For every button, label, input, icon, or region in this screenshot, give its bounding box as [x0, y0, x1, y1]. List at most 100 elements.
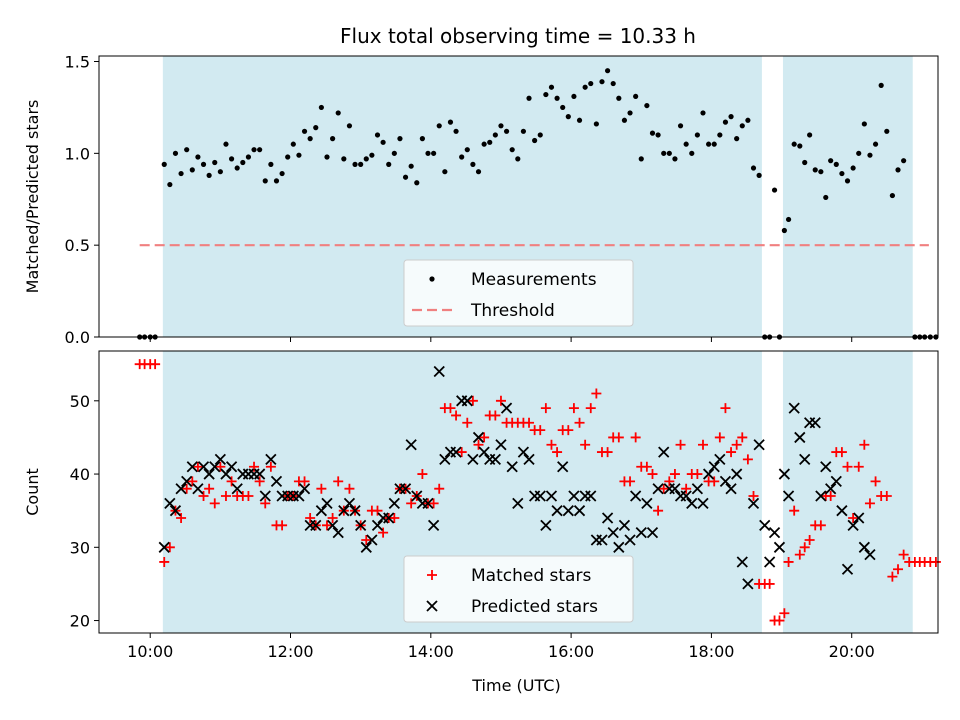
matched-star-point [305, 513, 316, 524]
measurement-point [223, 141, 229, 147]
legend: Matched stars Predicted stars [403, 555, 634, 623]
matched-star-point [625, 476, 636, 487]
predicted-star-point [231, 483, 243, 495]
matched-star-point [783, 556, 794, 567]
matched-star-point [881, 491, 892, 502]
measurement-point [532, 137, 538, 144]
matched-star-point [709, 476, 720, 487]
predicted-star-point [736, 556, 748, 568]
predicted-star-point [669, 483, 681, 495]
measurement-point [481, 141, 487, 147]
predicted-star-point [158, 541, 170, 553]
measurement-point [425, 150, 431, 156]
matched-star-point [737, 432, 748, 443]
predicted-star-point [512, 497, 524, 509]
measurement-point [172, 150, 179, 156]
measurement-point [812, 167, 818, 173]
x-tick-label: 12:00 [267, 642, 313, 661]
measurement-point [459, 154, 465, 160]
predicted-star-point [461, 395, 473, 407]
measurement-point [330, 136, 336, 142]
predicted-star-point [768, 527, 781, 539]
measurement-point [408, 163, 414, 169]
axes-frame [98, 55, 939, 338]
matched-star-point [428, 498, 439, 509]
measurement-point [828, 158, 834, 164]
predicted-stars-series [158, 365, 876, 590]
predicted-star-point [175, 483, 187, 495]
measurement-point [884, 128, 890, 134]
measurement-point [475, 169, 482, 175]
measurement-point [257, 147, 263, 153]
predicted-star-point [788, 402, 800, 414]
measurement-point [895, 167, 901, 173]
matched-star-point [243, 491, 254, 502]
measurement-point [593, 121, 599, 127]
predicted-star-point [349, 505, 361, 517]
matched-star-point [893, 564, 904, 575]
measurement-point [380, 139, 386, 145]
measurement-point [756, 172, 762, 178]
predicted-star-point [658, 446, 670, 458]
measurement-point [543, 91, 549, 98]
matched-star-point [669, 469, 680, 480]
measurement-point [565, 114, 571, 120]
predicted-star-point [181, 475, 193, 488]
matched-star-point [697, 439, 708, 450]
predicted-star-point [540, 519, 552, 531]
predicted-star-point [725, 483, 737, 495]
predicted-star-point [747, 497, 760, 509]
matched-star-point [524, 417, 535, 428]
measurement-point [700, 110, 706, 116]
measurement-point [689, 150, 695, 156]
measurement-point [251, 147, 257, 153]
predicted-star-point [601, 512, 614, 524]
predicted-star-point [742, 578, 754, 590]
matched-star-point [204, 483, 215, 494]
predicted-star-point [820, 461, 832, 473]
predicted-star-point [624, 534, 636, 546]
measurement-point [638, 156, 644, 162]
measurement-point [627, 110, 633, 116]
predicted-star-point [836, 505, 848, 517]
measurement-point [711, 141, 717, 147]
matched-star-point [277, 520, 288, 531]
predicted-star-point [366, 534, 378, 546]
measurement-point [217, 169, 223, 175]
predicted-star-point [573, 505, 586, 517]
predicted-star-point [315, 505, 328, 517]
measurement-point [503, 128, 510, 134]
matched-star-point [591, 388, 602, 399]
measurement-point [206, 172, 212, 178]
matched-star-point [779, 608, 790, 619]
predicted-star-point [697, 497, 709, 509]
matched-star-point [254, 476, 265, 487]
measurement-point [352, 161, 358, 167]
predicted-star-point [192, 483, 204, 495]
measurement-point [889, 192, 896, 199]
measurement-point [872, 141, 879, 147]
measurement-point [470, 161, 476, 167]
measurement-point [571, 93, 577, 100]
measurement-point [313, 125, 319, 131]
matched-star-point [602, 447, 613, 458]
predicted-star-point [478, 446, 490, 458]
predicted-star-point [259, 490, 271, 502]
predicted-star-point [338, 505, 350, 517]
predicted-star-point [853, 512, 865, 524]
measurement-point [649, 130, 656, 136]
matched-star-point [164, 542, 175, 553]
measurement-point [358, 161, 364, 167]
predicted-star-point [388, 497, 400, 509]
predicted-star-point [517, 446, 530, 458]
predicted-star-point [326, 519, 339, 531]
matched-star-point [265, 461, 276, 472]
measurement-point [666, 150, 672, 156]
predicted-star-point [383, 512, 395, 524]
predicted-star-point [523, 453, 535, 466]
legend-label: Measurements [471, 270, 597, 290]
predicted-star-point [472, 431, 485, 444]
legend-measurement-marker [429, 276, 435, 282]
measurement-point [599, 79, 605, 85]
predicted-star-point [773, 541, 786, 553]
